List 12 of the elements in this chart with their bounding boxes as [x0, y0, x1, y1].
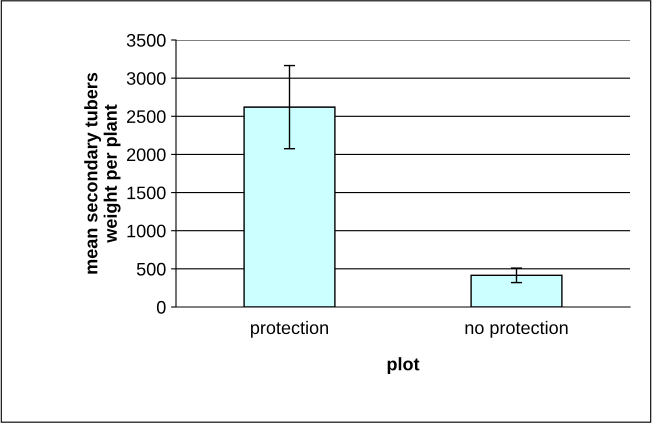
y-axis-title: mean secondary tubers weight per plant	[84, 72, 121, 274]
y-tick-label: 1500	[127, 186, 166, 200]
y-tick-label: 2000	[127, 148, 166, 162]
y-tick-label: 3000	[126, 72, 166, 85]
y-tick-label: 2500	[127, 110, 166, 124]
y-tick-label: 500	[136, 262, 166, 276]
x-axis-title: plot	[388, 357, 420, 374]
x-tick-label: protection	[251, 320, 328, 338]
y-tick-label: 1000	[127, 224, 166, 238]
y-tick-label: 3500	[126, 34, 166, 47]
x-tick-label: no protection	[466, 320, 568, 338]
y-tick-label: 0	[156, 300, 166, 314]
